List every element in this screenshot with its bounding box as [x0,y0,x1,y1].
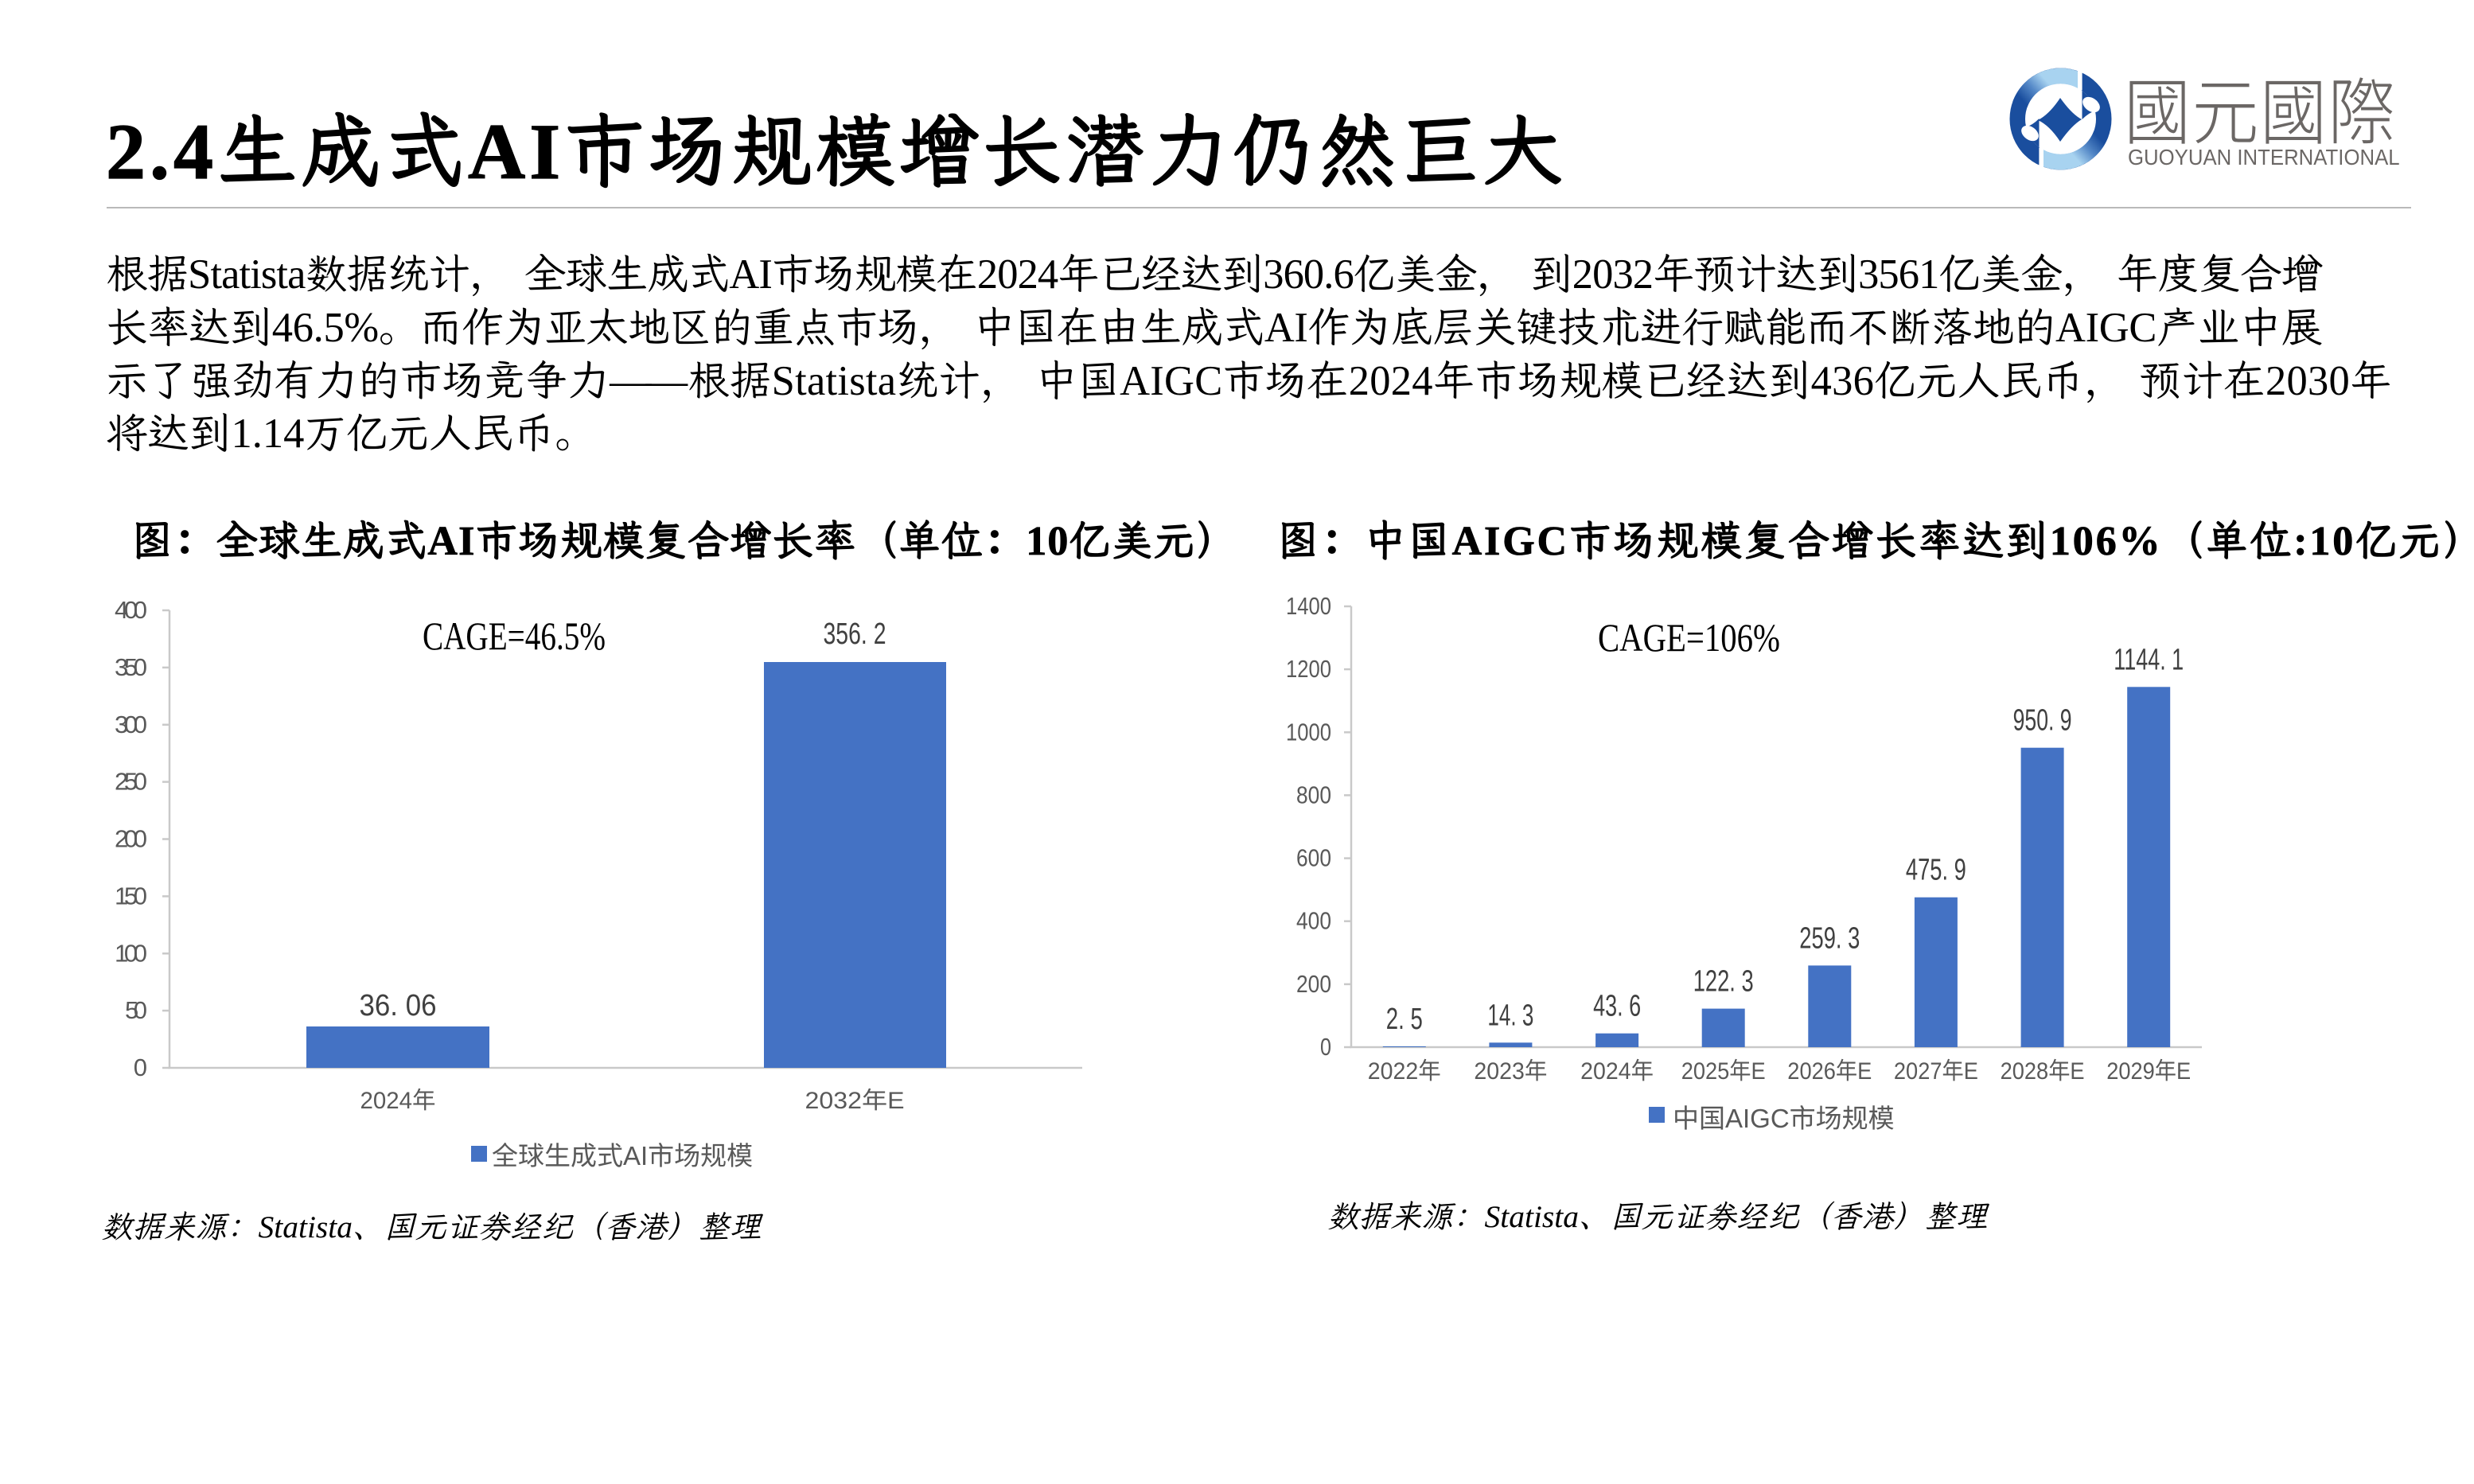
svg-text:350: 350 [115,653,147,681]
svg-text:2024年: 2024年 [360,1088,436,1114]
svg-text:14. 3: 14. 3 [1487,999,1533,1032]
svg-text:600: 600 [1296,844,1331,872]
svg-text:122. 3: 122. 3 [1693,965,1754,999]
svg-text:全球生成式AI市场规模: 全球生成式AI市场规模 [492,1141,753,1170]
svg-text:2029年E: 2029年E [2106,1058,2191,1085]
svg-text:2028年E: 2028年E [2001,1058,2085,1085]
svg-text:150: 150 [115,882,147,909]
svg-text:2032年E: 2032年E [805,1088,905,1114]
svg-text:950. 9: 950. 9 [2013,704,2072,738]
svg-text:259. 3: 259. 3 [1799,921,1860,955]
svg-text:0: 0 [1320,1033,1331,1061]
svg-text:356. 2: 356. 2 [824,617,886,651]
svg-text:200: 200 [115,825,147,853]
svg-text:2. 5: 2. 5 [1386,1003,1423,1036]
svg-text:CAGE=106%: CAGE=106% [1598,615,1780,660]
svg-text:2024年: 2024年 [1580,1058,1654,1085]
svg-text:800: 800 [1296,781,1331,808]
svg-text:36. 06: 36. 06 [360,989,437,1022]
svg-text:中国AIGC市场规模: 中国AIGC市场规模 [1673,1104,1895,1133]
svg-text:200: 200 [1296,970,1331,998]
svg-text:2025年E: 2025年E [1681,1058,1766,1085]
svg-text:2022年: 2022年 [1368,1058,1441,1085]
svg-text:1144. 1: 1144. 1 [2114,643,2184,676]
svg-text:1200: 1200 [1286,655,1331,683]
svg-text:100: 100 [115,939,147,967]
svg-text:400: 400 [115,596,147,624]
svg-text:50: 50 [125,996,147,1024]
svg-text:1400: 1400 [1286,592,1331,620]
svg-text:300: 300 [115,711,147,738]
svg-text:43. 6: 43. 6 [1593,990,1641,1023]
svg-text:400: 400 [1296,907,1331,935]
svg-text:1000: 1000 [1286,718,1331,746]
svg-text:0: 0 [134,1054,147,1081]
svg-text:2026年E: 2026年E [1787,1058,1872,1085]
svg-text:475. 9: 475. 9 [1906,854,1966,887]
svg-text:2023年: 2023年 [1474,1058,1547,1085]
svg-text:2027年E: 2027年E [1894,1058,1978,1085]
svg-text:250: 250 [115,768,147,796]
svg-text:CAGE=46.5%: CAGE=46.5% [423,613,606,658]
